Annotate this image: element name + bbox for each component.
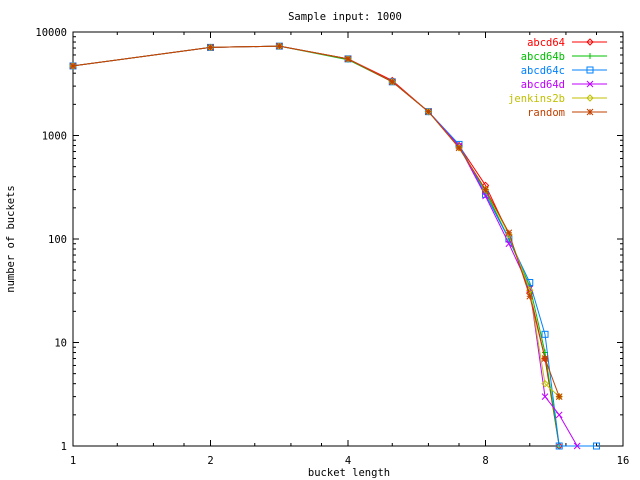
- data-point-abcd64c-11: [555, 442, 563, 450]
- data-point-random-5: [425, 108, 432, 116]
- series-jenkins2b: [69, 42, 563, 401]
- y-tick-label-2: 100: [48, 234, 67, 246]
- series-abcd64: [69, 42, 563, 450]
- legend-label-abcd64d: abcd64d: [521, 79, 565, 91]
- y-axis-label: number of buckets: [5, 185, 17, 292]
- data-point-jenkins2b-8: [505, 231, 513, 239]
- data-point-abcd64c-10: [541, 330, 549, 338]
- legend-marker-abcd64d: [586, 80, 594, 88]
- data-point-random-4: [388, 78, 396, 86]
- legend-marker-abcd64b: [587, 53, 593, 59]
- data-point-jenkins2b-3: [344, 55, 352, 63]
- legend-label-abcd64c: abcd64c: [521, 65, 565, 77]
- series-abcd64d: [69, 42, 581, 450]
- data-point-random-0: [69, 62, 77, 70]
- series-random: [69, 42, 563, 400]
- data-point-random-7: [482, 186, 489, 193]
- series-line-jenkins2b: [72, 45, 560, 397]
- data-point-jenkins2b-5: [424, 107, 433, 116]
- data-point-abcd64d-12: [573, 442, 581, 450]
- data-point-jenkins2b-1: [206, 43, 215, 52]
- y-tick-label-1: 10: [54, 338, 67, 350]
- x-tick-label-4: 16: [617, 455, 630, 467]
- legend-marker-jenkins2b: [586, 94, 594, 102]
- x-tick-label-0: 1: [70, 455, 76, 467]
- data-point-random-1: [207, 44, 214, 51]
- y-tick-label-4: 10000: [35, 27, 67, 39]
- series-line-abcd64: [72, 45, 560, 447]
- x-tick-label-2: 4: [345, 455, 351, 467]
- data-point-random-9: [526, 292, 534, 300]
- x-tick-label-1: 2: [207, 455, 213, 467]
- data-point-abcd64c-12: [593, 442, 601, 450]
- series-abcd64b: [70, 43, 563, 449]
- axis-ticks: 1 2 4 8 16 1 10 100 1000 10000: [35, 27, 629, 467]
- data-point-random-11: [555, 393, 563, 400]
- legend: abcd64 abcd64b abcd64c abcd64d jenkins2b rand…: [508, 37, 607, 119]
- x-axis-label: bucket length: [308, 467, 390, 479]
- series-line-abcd64d: [72, 45, 578, 447]
- data-point-jenkins2b-0: [69, 62, 77, 70]
- data-point-jenkins2b-2: [275, 42, 284, 50]
- series-line-random: [72, 45, 560, 397]
- legend-marker-abcd64c: [586, 66, 594, 74]
- series-group: [69, 42, 601, 450]
- data-point-jenkins2b-10: [541, 379, 549, 388]
- series-line-abcd64c: [72, 45, 597, 447]
- y-tick-label-0: 1: [61, 441, 67, 453]
- data-point-abcd64d-8: [505, 240, 513, 248]
- data-point-random-8: [505, 229, 513, 237]
- data-point-abcd64d-10: [541, 393, 549, 400]
- data-point-random-2: [276, 42, 283, 50]
- data-point-abcd64d-11: [555, 411, 563, 419]
- legend-label-abcd64: abcd64: [527, 37, 565, 49]
- legend-marker-abcd64: [586, 38, 594, 46]
- data-point-random-3: [344, 55, 352, 63]
- data-point-random-6: [455, 144, 463, 152]
- series-line-abcd64b: [72, 45, 560, 447]
- data-point-jenkins2b-7: [481, 185, 490, 194]
- data-point-jenkins2b-11: [555, 392, 563, 401]
- data-point-random-10: [541, 355, 549, 362]
- legend-marker-random: [586, 108, 594, 116]
- x-tick-label-3: 8: [482, 455, 488, 467]
- chart-title: Sample input: 1000: [288, 11, 402, 23]
- legend-label-abcd64b: abcd64b: [521, 51, 565, 63]
- legend-label-jenkins2b: jenkins2b: [508, 93, 565, 105]
- data-point-jenkins2b-6: [455, 144, 463, 152]
- legend-label-random: random: [527, 107, 565, 119]
- y-tick-label-3: 1000: [42, 131, 67, 143]
